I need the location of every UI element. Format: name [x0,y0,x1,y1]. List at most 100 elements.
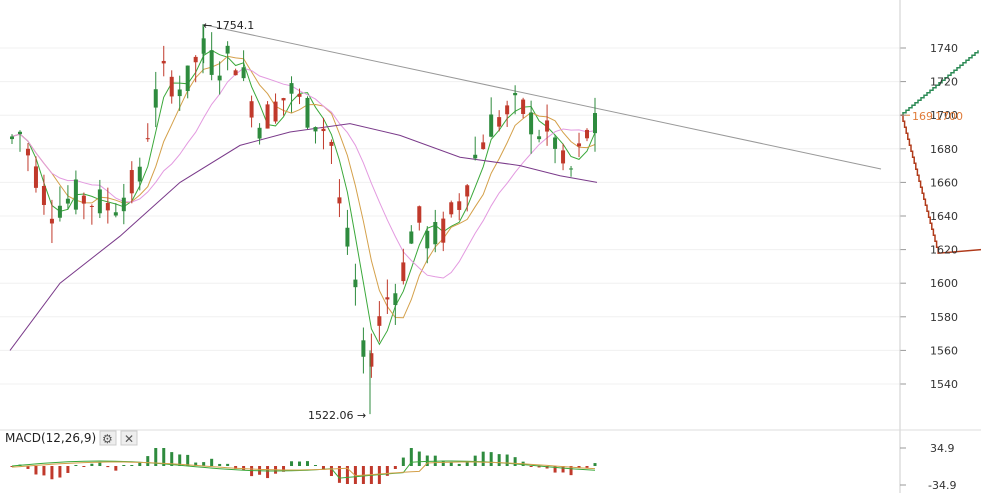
candle-body [449,202,454,215]
macd-bar [417,451,421,466]
candle-body [553,137,558,149]
macd-bar [98,462,102,466]
macd-bar [321,466,325,470]
macd-bar [234,466,238,469]
candle-body [105,202,110,211]
candle-body [329,141,334,146]
macd-bar [170,452,174,466]
candle-body [17,131,22,135]
candle-body [81,195,86,204]
buy-depth-line [900,50,979,116]
macd-bar [553,466,557,473]
macd-bar [569,466,573,476]
macd-title: MACD(12,26,9) [5,431,96,445]
candle-body [393,293,398,305]
candle-body [489,114,494,137]
macd-bar [202,462,206,466]
candle-body [561,150,566,164]
candle-body [89,205,94,207]
macd-bar [290,461,294,466]
macd-bar [345,466,349,484]
candle-body [457,201,462,210]
candle-body [201,38,206,54]
macd-bar [545,466,549,469]
candle-body [153,89,158,108]
candle-body [337,197,342,204]
candle-body [121,197,126,212]
macd-settings-button[interactable]: ⚙ [99,430,117,446]
moving-averages [9,49,598,351]
macd-bar [74,465,78,466]
candle-body [169,76,174,97]
macd-bar [90,463,94,466]
macd-bar [337,466,341,483]
macd-panel [10,447,906,486]
candle-body [25,148,30,156]
macd-bar [10,466,14,467]
candle-body [433,221,438,245]
candle-body [465,185,470,197]
ma-mid-line [11,55,596,319]
candle-body [345,227,350,247]
candle-body [233,70,238,76]
macd-bar [465,461,469,466]
macd-bar [266,466,270,479]
macd-close-button[interactable]: ✕ [120,430,138,446]
macd-bar [186,454,190,466]
price-tick-label: 1660 [930,176,958,189]
candle-body [145,138,150,140]
macd-bar [593,463,597,466]
macd-bar [385,466,389,476]
price-tag-right: 1700 [935,110,963,123]
candle-body [297,93,302,97]
macd-bar [82,466,86,467]
candle-body [441,218,446,243]
macd-bar [401,457,405,466]
price-tick-label: 1640 [930,210,958,223]
macd-bar [305,461,309,466]
trendline [202,23,882,170]
candle-body [225,45,230,54]
candle-body [369,353,374,367]
candle-body [73,179,78,210]
candle-body [425,230,430,249]
macd-bar [66,466,70,473]
candle-body [289,83,294,94]
candle-body [401,262,406,282]
macd-bar [146,456,150,466]
macd-close-bg [120,430,138,446]
macd-bar [313,465,317,466]
candle-body [193,56,198,63]
macd-bar [218,463,222,466]
price-tick-label: 1580 [930,311,958,324]
macd-axis-top: 34.9 [930,442,955,455]
macd-bar [489,452,493,466]
macd-bar [585,466,589,468]
price-tick-label: 1680 [930,143,958,156]
macd-bar [457,463,461,466]
candle-body [577,143,582,147]
candle-body [41,185,46,205]
macd-bar [537,466,541,468]
ma-slow-line [11,67,596,279]
candle-body [209,50,214,75]
candle-body [65,198,70,204]
macd-bar [425,455,429,466]
candle-body [217,75,222,81]
macd-bar [226,463,230,466]
macd-bar [409,448,413,466]
candle-body [361,340,366,357]
macd-bar [329,466,333,477]
macd-bar [481,451,485,466]
macd-bar [473,455,477,466]
candle-body [537,136,542,140]
candle-body [185,65,190,92]
macd-bar [122,465,126,466]
candle-body [57,205,62,218]
macd-bar [130,465,134,466]
candle-body [241,67,246,79]
high-annotation: ← 1754.1 [203,19,254,32]
